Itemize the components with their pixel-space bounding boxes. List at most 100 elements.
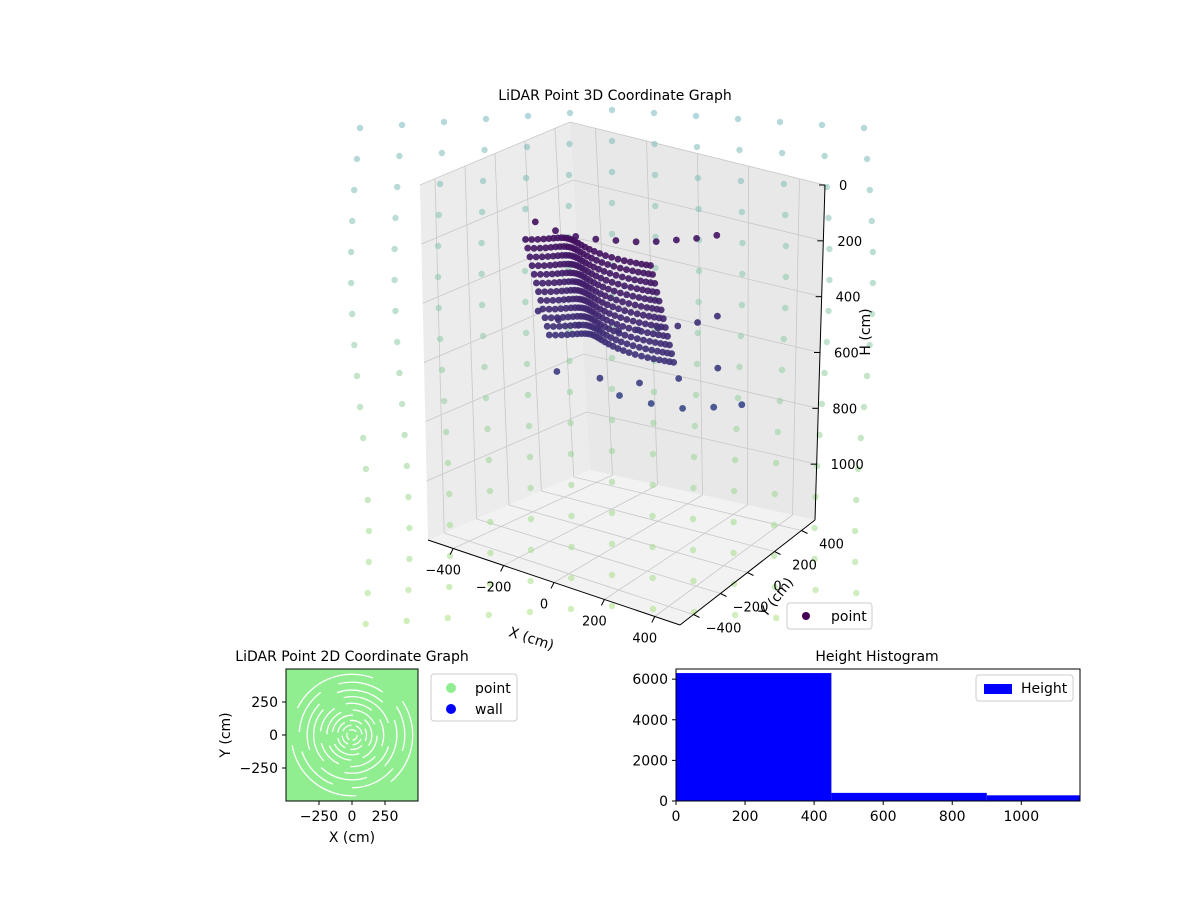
ring-arc-0-1	[346, 732, 350, 741]
ring-arc-2-2	[337, 721, 346, 733]
wall-point-3d-68	[524, 112, 532, 120]
y-tick-3d-4	[801, 530, 808, 534]
point-3d-283	[642, 320, 649, 328]
point-3d-268	[629, 292, 637, 300]
wall-point-3d-104	[608, 168, 616, 176]
point-3d-221	[607, 294, 614, 302]
point-3d-215	[614, 345, 622, 352]
wall-point-3d-145	[692, 391, 700, 399]
wall-point-3d-29	[405, 493, 412, 501]
wall-point-3d-106	[608, 230, 616, 238]
wall-point-3d-2	[351, 186, 358, 194]
ring-arc-5-1	[319, 707, 336, 732]
wall-point-3d-112	[608, 416, 616, 424]
point-3d-256	[623, 291, 631, 299]
point-3d-41	[551, 279, 558, 287]
wall-point-3d-62	[485, 456, 493, 464]
wall-point-3d-190	[825, 214, 832, 222]
wall-point-3d-76	[523, 360, 531, 368]
z-tick-label-3d-5: 1000	[831, 458, 864, 473]
point-3d-281	[637, 303, 645, 310]
point-3d-353	[674, 322, 682, 330]
point-3d-40	[548, 270, 556, 278]
wall-point-3d-1	[353, 155, 361, 163]
point-3d-28	[543, 270, 550, 278]
point-3d-238	[623, 340, 631, 348]
lidar-points-3d	[522, 218, 746, 412]
wall-point-3d-71	[522, 205, 529, 213]
point-3d-6	[535, 288, 542, 296]
wall-point-3d-183	[770, 521, 778, 529]
point-3d-210	[603, 301, 611, 309]
wall-point-3d-52	[481, 146, 488, 154]
wall-point-3d-42	[438, 366, 446, 374]
point-3d-264	[620, 257, 628, 265]
ring-arc-9-0	[296, 673, 374, 709]
plot3d: LiDAR Point 3D Coordinate Graph −400 −200…	[347, 88, 877, 654]
z-tick-label-3d-2: 400	[836, 291, 861, 306]
hist-y-tick-label-1: 2000	[632, 753, 668, 769]
plot2d-xlabel: X (cm)	[329, 830, 375, 846]
wall-point-3d-217	[851, 527, 859, 535]
point-3d-250	[629, 342, 637, 350]
point-3d-240	[608, 254, 616, 261]
point-3d-249	[627, 333, 635, 341]
point-3d-222	[609, 303, 617, 311]
point-3d-291	[639, 286, 646, 294]
point-3d-59	[569, 330, 576, 338]
wall-point-3d-21	[391, 245, 398, 253]
wall-point-3d-43	[440, 397, 448, 405]
x-tick-label-3d-2: 0	[540, 598, 548, 613]
wall-point-3d-181	[772, 459, 780, 467]
point-3d-289	[634, 268, 642, 276]
plot2d-legend: point wall	[430, 673, 518, 722]
point-3d-337	[552, 227, 559, 235]
point-3d-252	[614, 255, 622, 263]
point-3d-282	[639, 311, 647, 319]
wall-point-3d-33	[403, 617, 410, 625]
wall-point-3d-103	[608, 137, 616, 145]
point-3d-15	[534, 262, 542, 270]
legend-label-point-2d: point	[475, 681, 511, 697]
wall-point-3d-16	[362, 620, 369, 628]
point-3d-266	[625, 275, 632, 282]
point-3d-336	[531, 218, 539, 226]
point-3d-274	[642, 345, 649, 353]
wall-point-3d-158	[739, 270, 746, 278]
wall-point-3d-134	[649, 574, 656, 582]
point-3d-330	[659, 315, 667, 323]
point-3d-248	[625, 324, 633, 332]
wall-point-3d-53	[479, 177, 487, 185]
wall-point-3d-210	[868, 310, 875, 318]
wall-point-3d-154	[736, 146, 743, 154]
wall-point-3d-100	[568, 574, 575, 582]
point-3d-356	[553, 368, 561, 375]
legend-marker-wall-2d	[446, 704, 456, 714]
wall-point-3d-176	[782, 304, 789, 312]
wall-point-3d-156	[738, 208, 746, 216]
wall-point-3d-150	[689, 546, 697, 554]
point-3d-19	[543, 297, 551, 304]
wall-point-3d-132	[649, 512, 656, 520]
wall-point-3d-169	[732, 611, 739, 619]
point-3d-358	[636, 379, 643, 387]
wall-point-3d-167	[730, 549, 737, 557]
wall-point-3d-48	[446, 552, 454, 560]
z-axis-label-3d: H (cm)	[858, 308, 874, 355]
wall-point-3d-116	[608, 540, 616, 548]
ring-arc-3-0	[333, 743, 360, 756]
point-3d-350	[615, 327, 622, 334]
wall-point-3d-57	[478, 301, 486, 309]
wall-point-3d-30	[406, 524, 413, 532]
x-tick-label-3d-3: 200	[582, 615, 607, 630]
wall-point-3d-44	[442, 428, 450, 436]
wall-point-3d-174	[782, 242, 790, 250]
wall-point-3d-73	[521, 267, 529, 275]
wall-point-3d-148	[690, 484, 697, 492]
wall-point-3d-202	[812, 586, 819, 594]
ring-arc-8-4	[301, 751, 334, 785]
plot3d-ticks: −400−2000200400−400−20002004000200400600…	[425, 179, 863, 647]
wall-point-3d-15	[364, 589, 371, 597]
hist-x-tick-label-4: 800	[939, 809, 966, 825]
wall-point-3d-37	[435, 211, 442, 219]
